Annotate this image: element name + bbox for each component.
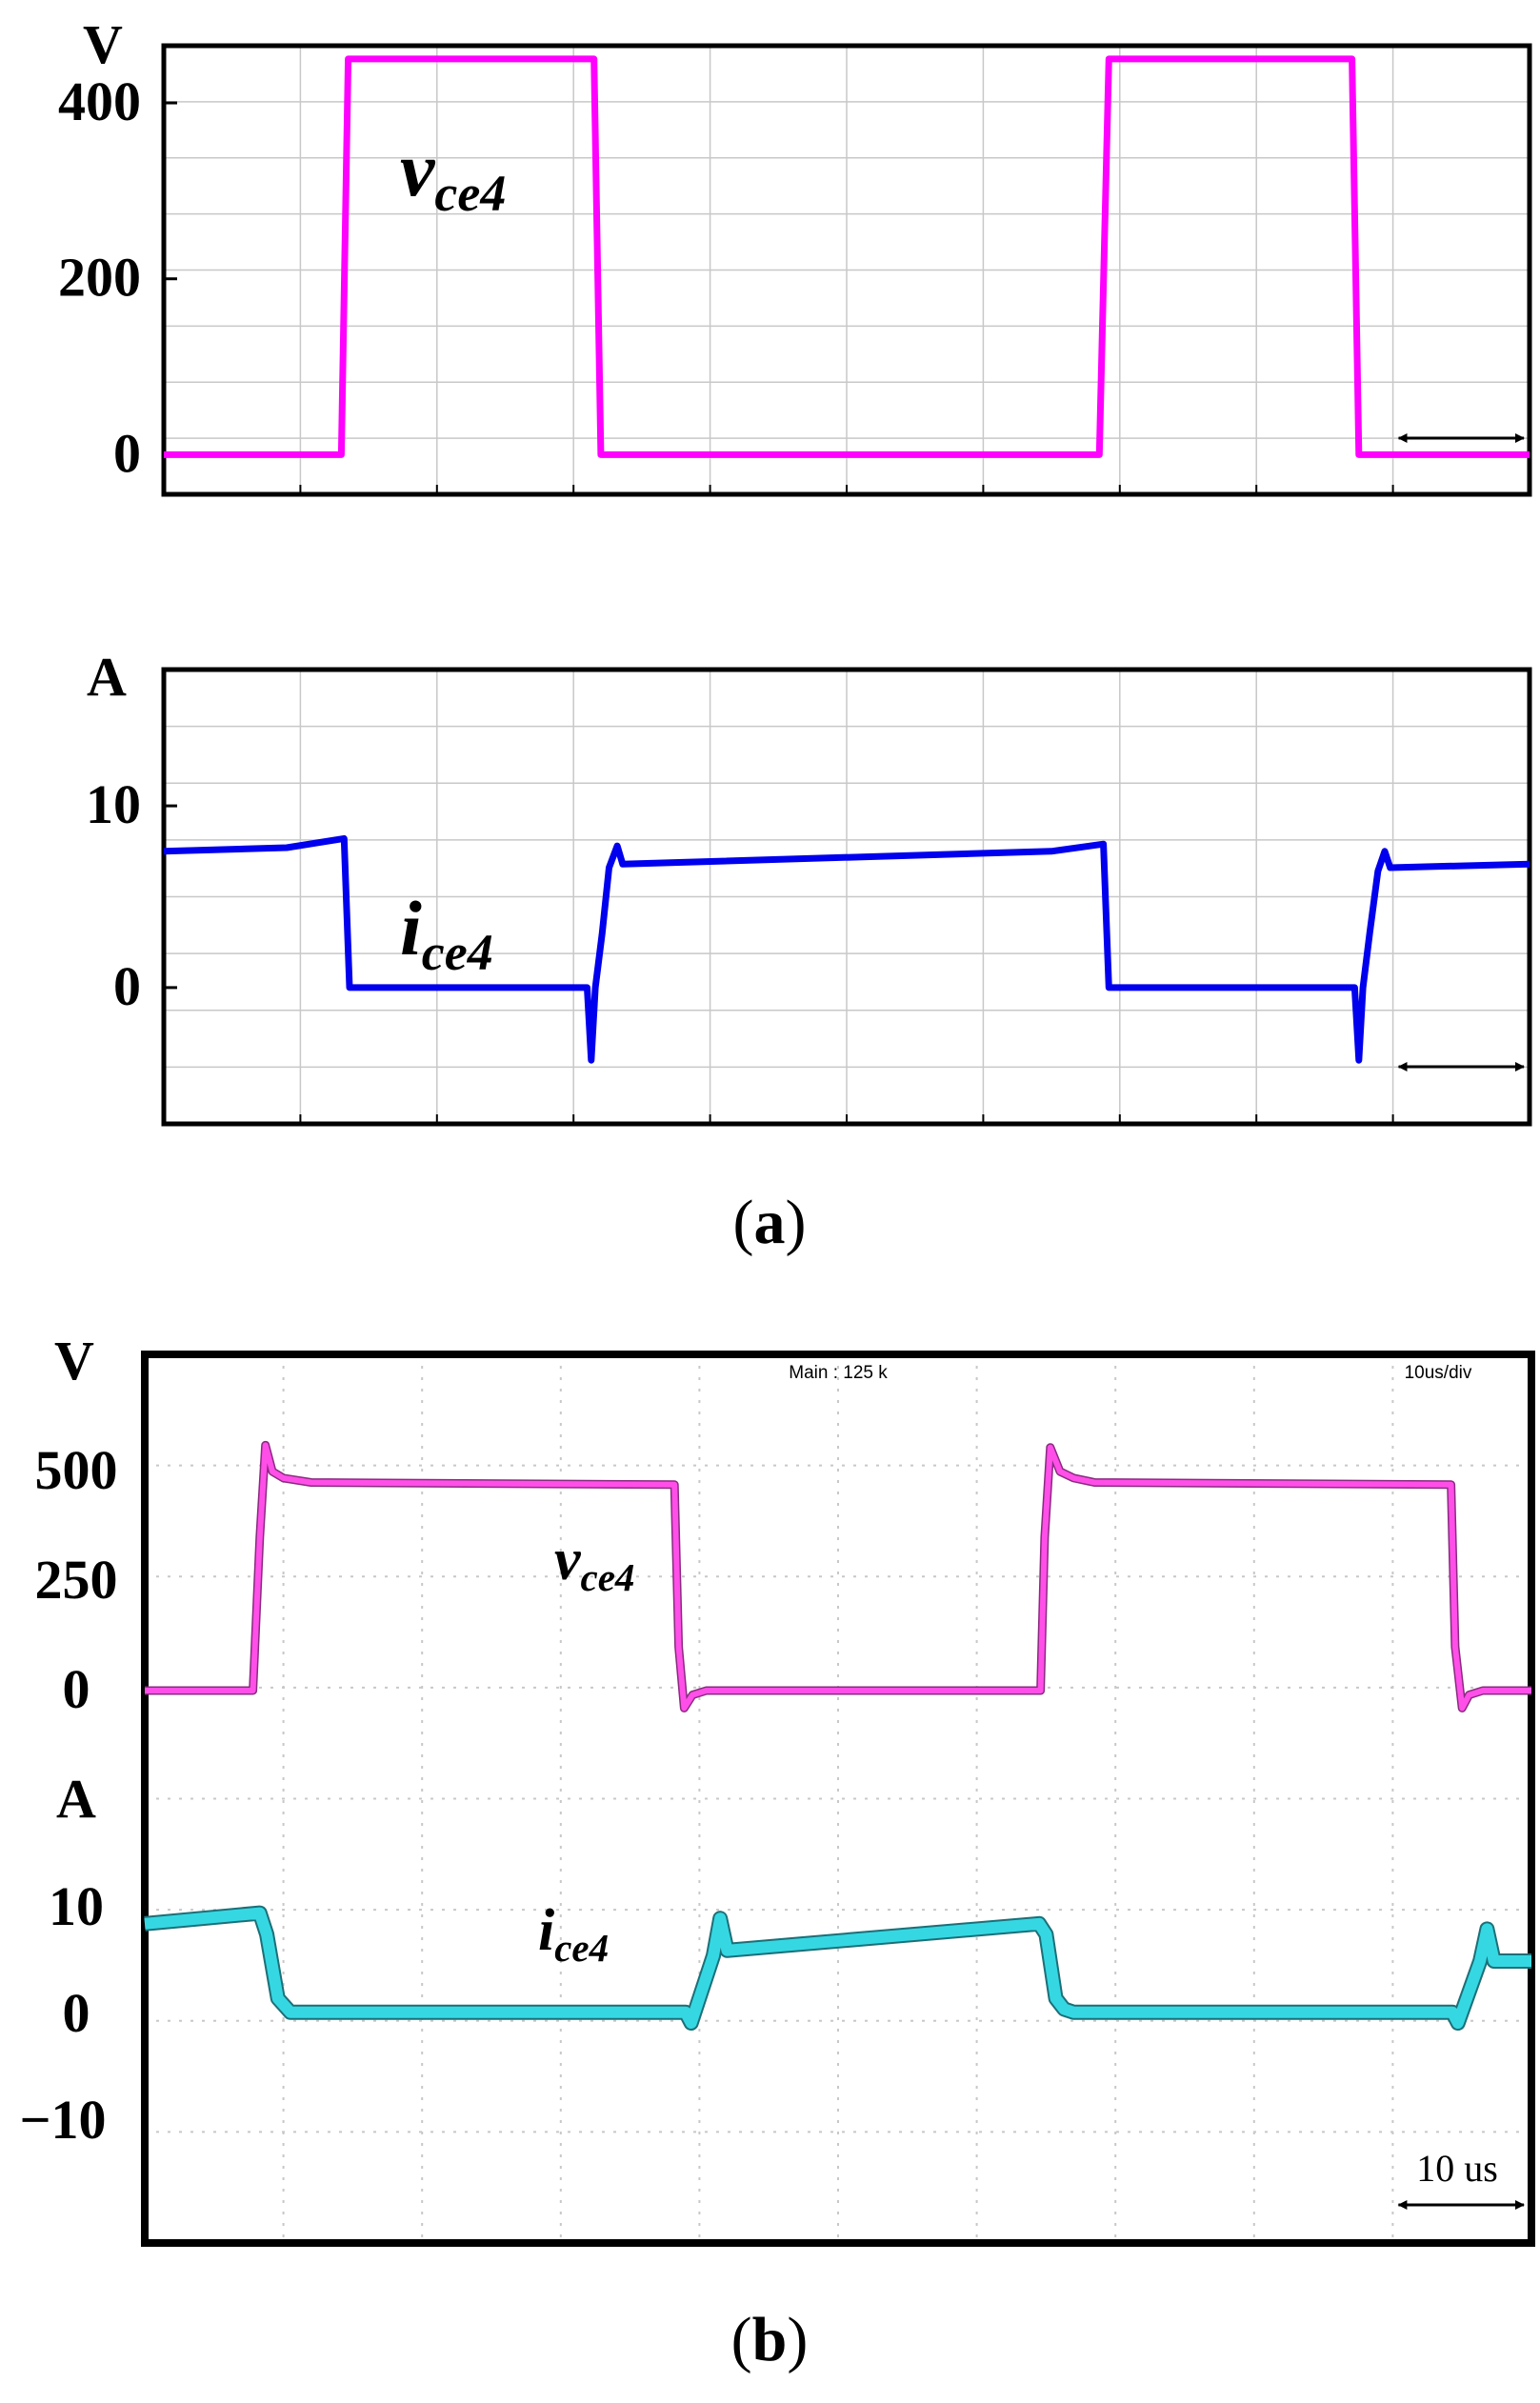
panel-a-voltage-chart: V 0 200 400 vce4 [58,13,1532,497]
caption-b: (b) [731,2305,809,2374]
b-header-right: 10us/div [1405,1363,1472,1383]
b-y-tick-label-upper: 500 [35,1439,118,1501]
b-y-tick-label-lower: 0 [63,1982,90,2044]
b-y-tick-label-lower: 10 [49,1875,104,1937]
a-voltage-series-vce4 [164,55,1530,458]
a-current-y-unit: A [87,646,127,708]
a-voltage-y-unit: V [83,13,123,75]
a-voltage-y-tick-label: 0 [113,422,141,484]
b-series-ice4 [144,1907,1531,2029]
a-current-series-label: ice4 [400,885,493,981]
b-series-vce4 [145,1442,1531,1712]
a-current-y-tick-label: 10 [86,773,141,835]
b-series-label-ice4: ice4 [538,1898,609,1970]
b-frame [141,1351,1535,2247]
b-y-tick-label-upper: 0 [63,1658,90,1720]
a-voltage-y-tick-label: 400 [58,70,141,132]
a-voltage-series-label: vce4 [400,126,506,222]
b-y-unit-upper: V [54,1330,94,1392]
caption-a: (a) [733,1188,807,1257]
b-y-tick-label-lower: −10 [19,2089,106,2151]
panel-b-measured-chart: Main : 125 k 10us/div V 0 250 500 A −10 0 10 vce4 i… [19,1330,1535,2247]
a-voltage-y-tick-label: 200 [58,247,141,309]
b-header-left: Main : 125 k [789,1363,888,1383]
a-current-y-tick-label: 0 [113,955,141,1017]
b-series-label-vce4: vce4 [554,1528,634,1599]
b-scale-label: 10 us [1416,2147,1498,2190]
b-y-unit-lower: A [56,1768,96,1830]
b-y-tick-label-upper: 250 [35,1549,118,1611]
a-current-series-ice4 [163,834,1530,1064]
panel-a-current-chart: A 0 10 ice4 [86,646,1532,1127]
